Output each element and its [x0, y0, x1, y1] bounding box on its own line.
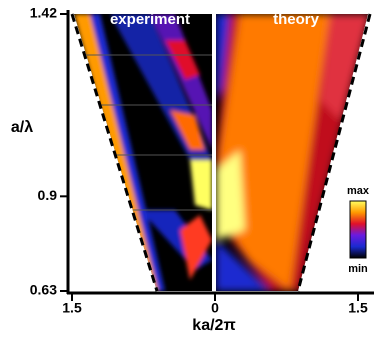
colorbar-scale: [349, 200, 367, 259]
colorbar-max: max: [347, 185, 370, 197]
heatmap: [74, 14, 368, 291]
x-tick-label: 1.5: [348, 300, 368, 316]
y-tick-label: 0.63: [30, 282, 57, 298]
colorbar-min: min: [348, 263, 368, 275]
annotation: experiment: [110, 11, 190, 28]
y-tick-label: 0.9: [38, 187, 58, 203]
x-tick-label: 1.5: [62, 300, 82, 316]
annotation: theory: [273, 11, 320, 28]
y-axis-label: a/λ: [11, 119, 33, 136]
x-axis-label: ka/2π: [192, 317, 235, 334]
x-tick-label: 0: [211, 300, 219, 316]
y-tick-label: 1.42: [30, 5, 57, 21]
light-lines: [70, 13, 372, 292]
colorbar: max min: [347, 185, 370, 275]
